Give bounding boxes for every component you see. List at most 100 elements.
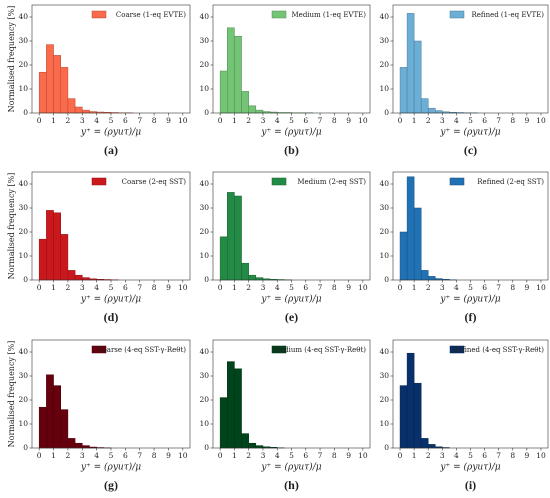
- legend-label: Refined (4-eq SST-γ-Reθt): [453, 346, 544, 354]
- x-tick-label: 1: [412, 116, 417, 125]
- histogram-bar: [74, 274, 83, 281]
- panel-caption: (b): [284, 143, 299, 157]
- x-tick-label: 9: [524, 116, 529, 125]
- x-tick-label: 9: [166, 116, 171, 125]
- legend-swatch: [91, 10, 107, 19]
- x-tick-label: 8: [152, 451, 157, 460]
- x-axis-label: y⁺ = (ρyuτ)/μ: [260, 294, 321, 305]
- histogram-bar: [53, 55, 61, 114]
- histogram-bar: [227, 27, 235, 114]
- x-tick-label: 3: [440, 451, 445, 460]
- y-tick-label: 30: [379, 371, 389, 380]
- y-tick-label: 0: [384, 108, 389, 117]
- panel-caption: (i): [465, 478, 476, 492]
- y-tick-label: 10: [199, 419, 209, 428]
- y-tick-label: 30: [18, 36, 28, 45]
- y-tick-label: 40: [18, 12, 28, 21]
- x-tick-label: 4: [94, 116, 99, 125]
- x-tick-label: 2: [426, 116, 431, 125]
- histogram-bar: [427, 444, 436, 449]
- x-tick-label: 10: [536, 116, 546, 125]
- x-tick-label: 0: [218, 116, 223, 125]
- x-tick-label: 8: [332, 451, 337, 460]
- x-tick-label: 2: [246, 116, 251, 125]
- histogram-bar: [399, 231, 408, 281]
- histogram-bar: [399, 385, 408, 449]
- histogram-bar: [38, 406, 47, 449]
- histogram-bar: [241, 262, 249, 281]
- panel-caption: (g): [104, 478, 118, 492]
- x-tick-label: 8: [510, 451, 515, 460]
- histogram-bar: [60, 234, 69, 281]
- histogram-bar: [241, 91, 249, 114]
- histogram-bar: [241, 433, 249, 449]
- x-tick-label: 7: [318, 283, 323, 292]
- histogram-bar: [234, 35, 242, 114]
- x-tick-label: 0: [37, 116, 42, 125]
- y-tick-label: 20: [18, 227, 28, 236]
- y-tick-label: 30: [18, 203, 28, 212]
- legend-label: Refined (1-eq EVTE): [471, 11, 544, 19]
- y-tick-label: 0: [23, 443, 28, 452]
- histogram-bar: [82, 445, 90, 449]
- y-tick-label: 0: [23, 275, 28, 284]
- x-tick-label: 4: [275, 451, 280, 460]
- x-tick-label: 8: [332, 116, 337, 125]
- y-tick-label: 40: [379, 12, 389, 21]
- x-axis-label: y⁺ = (ρyuτ)/μ: [260, 462, 321, 473]
- histogram-bar: [234, 368, 242, 449]
- y-tick-label: 10: [379, 84, 389, 93]
- histogram-bar: [255, 277, 264, 281]
- histogram-bar: [82, 109, 90, 114]
- legend-label: Medium (4-eq SST-γ-Reθt): [273, 346, 366, 354]
- x-tick-label: 7: [318, 451, 323, 460]
- histogram-bar: [227, 361, 235, 449]
- panel-caption: (h): [284, 478, 299, 492]
- histogram-bar: [219, 397, 228, 449]
- x-tick-label: 9: [166, 451, 171, 460]
- y-tick-label: 30: [379, 203, 389, 212]
- x-tick-label: 6: [123, 283, 128, 292]
- y-tick-label: 20: [379, 60, 389, 69]
- y-tick-label: 30: [199, 203, 209, 212]
- y-tick-label: 10: [379, 419, 389, 428]
- x-tick-label: 10: [536, 283, 546, 292]
- y-tick-label: 0: [204, 275, 209, 284]
- x-tick-label: 4: [275, 116, 280, 125]
- x-tick-label: 6: [482, 451, 487, 460]
- x-tick-label: 10: [178, 283, 188, 292]
- histogram-bar: [219, 70, 228, 114]
- x-tick-label: 6: [303, 283, 308, 292]
- y-tick-label: 10: [18, 419, 28, 428]
- legend-label: Medium (2-eq SST): [297, 178, 366, 186]
- x-tick-label: 1: [232, 116, 237, 125]
- histogram-bar: [38, 71, 47, 114]
- x-tick-label: 7: [137, 451, 142, 460]
- x-tick-label: 1: [232, 451, 237, 460]
- histogram-bar: [227, 192, 235, 281]
- x-tick-label: 4: [454, 451, 459, 460]
- x-tick-label: 8: [152, 283, 157, 292]
- histogram-bar: [413, 40, 422, 114]
- histogram-bar: [255, 109, 264, 114]
- x-tick-label: 6: [303, 451, 308, 460]
- x-tick-label: 3: [440, 116, 445, 125]
- histogram-bar: [67, 270, 76, 281]
- histogram-bar: [248, 442, 257, 449]
- legend-swatch: [271, 345, 287, 354]
- y-tick-label: 40: [379, 179, 389, 188]
- histogram-bar: [67, 438, 76, 449]
- x-tick-label: 8: [510, 116, 515, 125]
- y-tick-label: 10: [199, 251, 209, 260]
- x-tick-label: 4: [454, 283, 459, 292]
- x-tick-label: 5: [289, 283, 294, 292]
- histogram-bar: [435, 110, 443, 114]
- histogram-bar: [46, 210, 54, 281]
- histogram-bar: [46, 44, 54, 114]
- x-tick-label: 5: [109, 451, 114, 460]
- histogram-bar: [255, 445, 264, 449]
- y-tick-label: 20: [379, 395, 389, 404]
- x-tick-label: 1: [232, 283, 237, 292]
- x-tick-label: 1: [51, 283, 56, 292]
- panel-caption: (c): [464, 143, 477, 157]
